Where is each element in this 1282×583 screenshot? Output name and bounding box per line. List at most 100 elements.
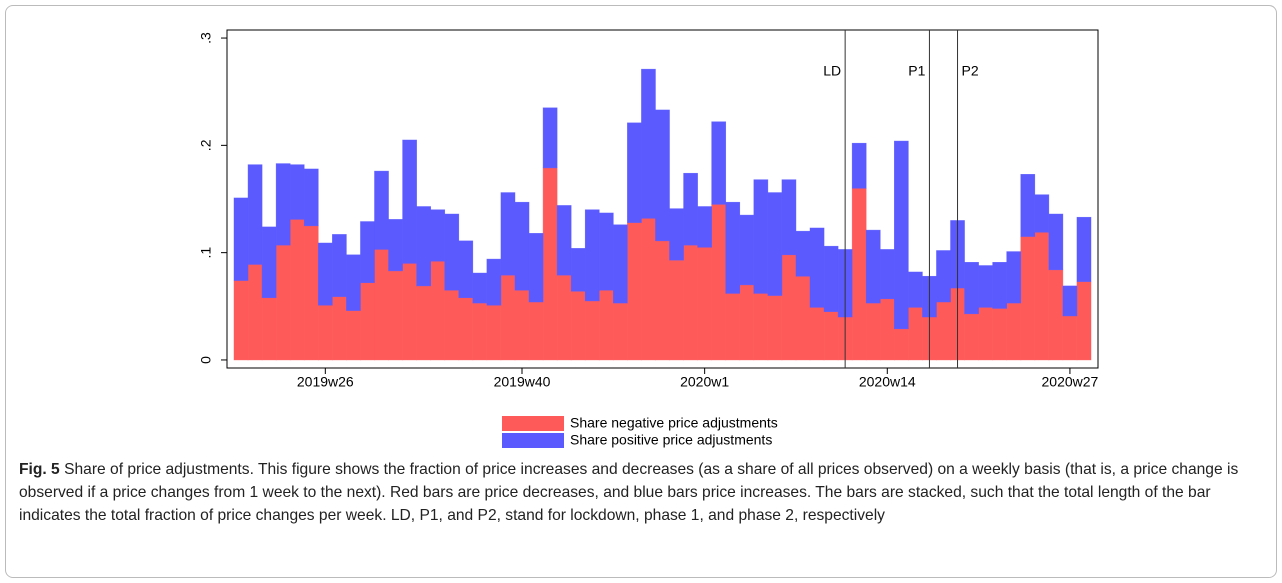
bar-segment <box>697 206 712 248</box>
chart: 0 .1 .2 .3 2019w26 2019w40 2020w1 2020w14 2020w2… <box>198 29 1099 448</box>
bar-segment <box>514 201 530 291</box>
bar-segment <box>1034 194 1050 233</box>
bar-segment <box>1062 285 1078 317</box>
bar-segment <box>753 293 769 361</box>
bar-segment <box>823 311 839 361</box>
bar-segment <box>472 272 488 304</box>
bar-segment <box>739 214 755 286</box>
bar-segment <box>683 244 698 361</box>
bar-segment <box>978 307 993 361</box>
bar-segment <box>317 304 333 361</box>
caption-label: Fig. 5 <box>19 461 60 478</box>
bar-segment <box>613 302 628 361</box>
bar-segment <box>444 213 460 291</box>
bar-segment <box>1076 281 1092 361</box>
bar-segment <box>936 250 951 303</box>
bar-segment <box>556 205 572 276</box>
bar-segment <box>275 163 291 246</box>
bar-segment <box>458 297 474 361</box>
bar-segment <box>247 264 263 361</box>
bar-segment <box>444 289 460 361</box>
y-tick-label: .2 <box>198 139 214 151</box>
bar-segment <box>346 310 361 361</box>
bar-segment <box>865 302 881 361</box>
bar-segment <box>458 240 474 299</box>
bar-segment <box>486 304 502 361</box>
bar-segment <box>233 280 249 361</box>
bar-segment <box>486 258 502 306</box>
bar-segment <box>584 209 600 302</box>
bar-segment <box>992 262 1008 309</box>
bar-segment <box>683 172 698 246</box>
bar-segment <box>332 296 347 361</box>
bar-segment <box>402 139 417 264</box>
bar-segment <box>261 297 277 361</box>
bar-segment <box>528 233 544 303</box>
legend-label: Share negative price adjustments <box>570 415 778 431</box>
bar-segment <box>627 122 642 223</box>
bar-segment <box>992 308 1008 361</box>
bar-segment <box>753 179 769 294</box>
bar-segment <box>894 328 909 361</box>
bar-segment <box>1006 302 1022 361</box>
bar-segment <box>261 226 277 299</box>
bar-segment <box>711 204 727 361</box>
bar-segment <box>851 187 867 361</box>
bar-segment <box>556 274 572 361</box>
bar-segment <box>641 218 656 361</box>
bar-segment <box>641 68 656 219</box>
bar-segment <box>275 244 291 361</box>
bar-segment <box>570 290 586 361</box>
bar-segment <box>879 249 895 300</box>
legend-label: Share positive price adjustments <box>570 432 772 448</box>
annotation-label: LD <box>823 63 841 79</box>
legend-swatch <box>502 416 564 431</box>
bar-segment <box>303 168 319 227</box>
bar-segment <box>416 285 431 361</box>
bar-segment <box>879 298 895 361</box>
bar-segment <box>894 140 909 330</box>
x-tick-label: 2019w40 <box>494 374 551 390</box>
plot-frame <box>226 29 1099 369</box>
bar-segment <box>500 274 516 361</box>
bar-segment <box>613 224 628 304</box>
bar-segment <box>332 234 347 297</box>
bar-segment <box>303 225 319 361</box>
caption: Fig. 5 Share of price adjustments. This … <box>19 458 1267 527</box>
bar-segment <box>1006 251 1022 304</box>
bar-segment <box>346 254 361 311</box>
bar-segment <box>514 289 530 361</box>
bar-segment <box>697 246 712 361</box>
y-tick-label: .1 <box>198 247 214 259</box>
bar-segment <box>500 192 516 276</box>
bar-segment <box>739 284 755 361</box>
x-tick-label: 2019w26 <box>297 374 354 390</box>
bar-segment <box>289 219 305 361</box>
bar-segment <box>1034 231 1050 361</box>
bar-segment <box>598 289 614 361</box>
bar-segment <box>669 208 684 261</box>
bar-segment <box>360 221 375 283</box>
bar-segment <box>472 302 488 361</box>
bar-segment <box>851 142 867 189</box>
bar-segment <box>542 167 558 361</box>
bar-segment <box>908 307 923 361</box>
bar-segment <box>247 164 263 265</box>
bar-segment <box>809 307 825 361</box>
bar-segment <box>627 222 642 361</box>
x-tick-label: 2020w1 <box>680 374 729 390</box>
bar-segment <box>542 107 558 169</box>
bar-segment <box>598 212 614 291</box>
bar-segment <box>1020 174 1036 237</box>
bar-segment <box>374 170 389 250</box>
bar-segment <box>655 109 670 242</box>
bar-segment <box>978 265 993 308</box>
bar-segment <box>809 227 825 308</box>
bar-segment <box>360 282 375 361</box>
bar-segment <box>416 206 431 287</box>
x-tick-label: 2020w14 <box>859 374 916 390</box>
bar-segment <box>1020 236 1036 361</box>
bar-segment <box>388 219 403 272</box>
bar-segment <box>233 197 249 281</box>
